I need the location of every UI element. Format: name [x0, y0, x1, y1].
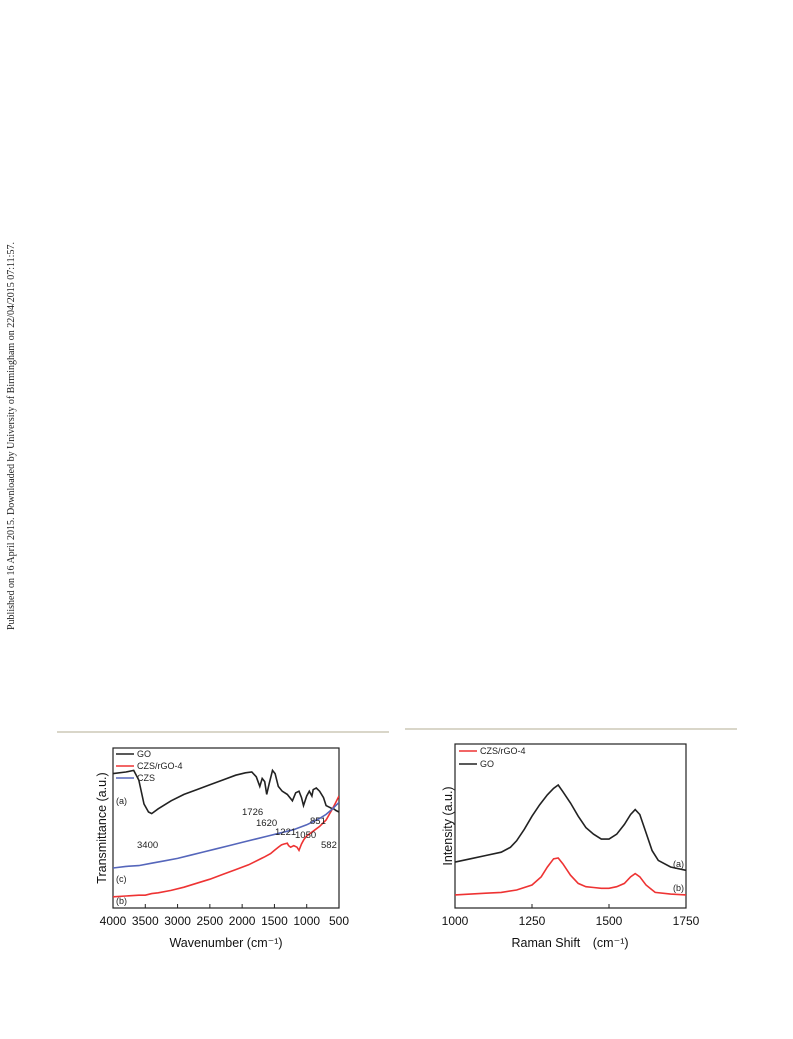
ftir-series-label-c: (c): [116, 874, 127, 884]
raman-chart: (b) (a) CZS/rGO-4 GO 1000 1250 1500 1750 Ra…: [441, 743, 700, 950]
ftir-series-label-b: (b): [116, 896, 127, 906]
ftir-peak-1221: 1221: [275, 827, 296, 838]
ftir-peak-851: 851: [310, 816, 326, 827]
raman-legend-czs-rgo-4: CZS/rGO-4: [480, 746, 526, 756]
raman-x-tick-label: 1500: [596, 914, 623, 928]
right-figure-rule: [405, 728, 737, 730]
ftir-chart: (a) (b) (c) 3400 1726 1620 1221 1050 851…: [95, 747, 349, 950]
ftir-x-tick-label: 1500: [261, 914, 288, 928]
ftir-line-czs-rgo-4: [113, 795, 339, 898]
ftir-x-tick-label: 3000: [164, 914, 191, 928]
ftir-peak-3400: 3400: [137, 840, 158, 851]
ftir-legend-czs: CZS: [137, 773, 155, 783]
raman-x-tick-label: 1750: [673, 914, 700, 928]
raman-line-czs-rgo-4: [455, 857, 686, 896]
ftir-peak-1620: 1620: [256, 818, 277, 829]
ftir-x-tick-label: 1000: [293, 914, 320, 928]
raman-legend-go: GO: [480, 759, 494, 769]
ftir-x-tick-label: 2000: [229, 914, 256, 928]
raman-series-label-b: (b): [673, 883, 684, 893]
left-figure-rule: [57, 731, 389, 733]
ftir-series-label-a: (a): [116, 796, 127, 806]
raman-line-go: [455, 783, 686, 872]
raman-y-axis-label: Intensity (a.u.): [441, 786, 455, 865]
raman-x-ticks: [454, 904, 687, 908]
ftir-peak-1050: 1050: [295, 830, 316, 841]
ftir-x-axis-label: Wavenumber (cm⁻¹): [169, 936, 282, 950]
ftir-x-tick-label: 4000: [100, 914, 127, 928]
ftir-x-ticks: [112, 904, 340, 908]
ftir-line-go: [113, 768, 339, 815]
ftir-x-tick-label: 3500: [132, 914, 159, 928]
ftir-legend: GO CZS/rGO-4 CZS: [116, 749, 183, 783]
ftir-legend-czs-rgo-4: CZS/rGO-4: [137, 761, 183, 771]
raman-x-axis-label: Raman Shift (cm⁻¹): [511, 936, 628, 950]
ftir-y-axis-label: Transmittance (a.u.): [95, 772, 109, 883]
ftir-legend-go: GO: [137, 749, 151, 759]
raman-legend: CZS/rGO-4 GO: [459, 746, 526, 769]
ftir-plot-frame: [112, 747, 340, 909]
raman-x-tick-label: 1000: [442, 914, 469, 928]
ftir-peak-1726: 1726: [242, 807, 263, 818]
raman-x-tick-label: 1250: [519, 914, 546, 928]
ftir-peak-582: 582: [321, 840, 337, 851]
raman-series-label-a: (a): [673, 859, 684, 869]
ftir-x-tick-label: 500: [329, 914, 349, 928]
raman-plot-frame: [454, 743, 687, 909]
ftir-line-czs: [113, 801, 339, 869]
ftir-x-tick-label: 2500: [197, 914, 224, 928]
